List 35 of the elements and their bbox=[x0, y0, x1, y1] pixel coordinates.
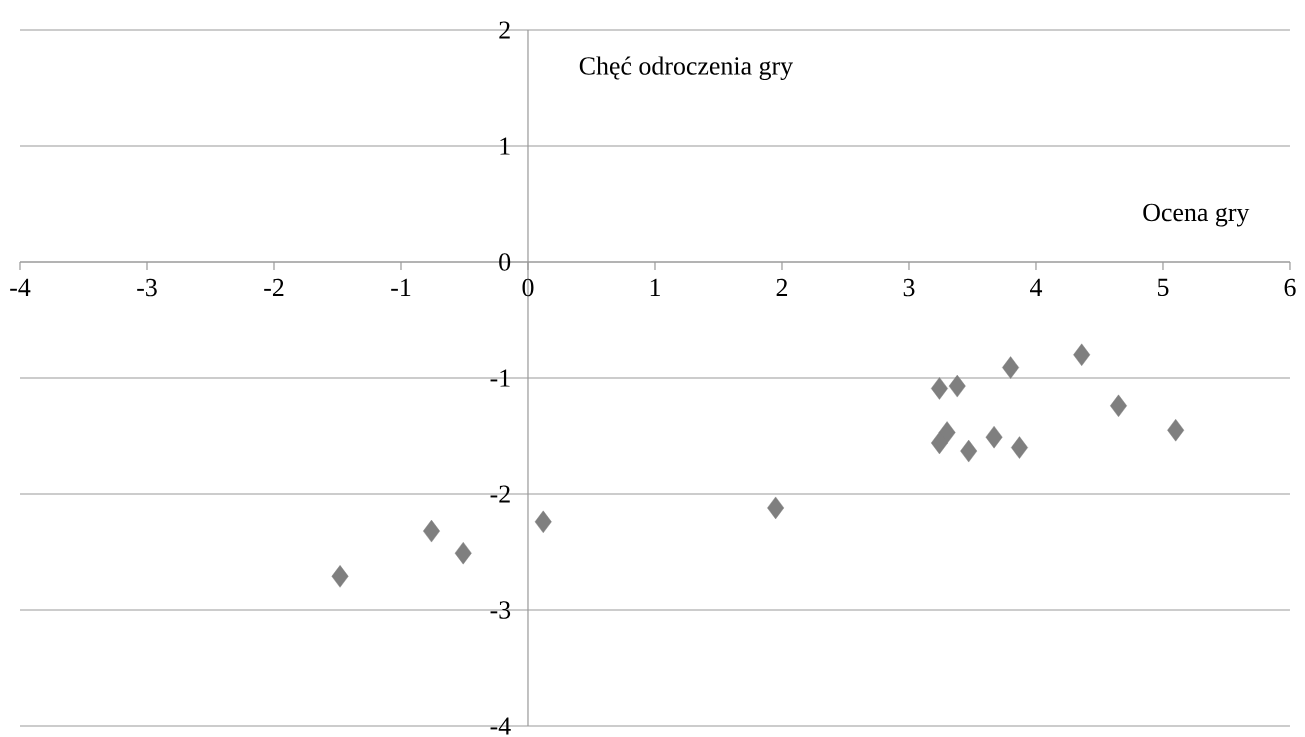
x-tick-label: 6 bbox=[1284, 278, 1296, 297]
x-tick-label: 0 bbox=[522, 278, 534, 297]
point bbox=[931, 377, 948, 400]
x-tick-label: -4 bbox=[10, 278, 31, 296]
x-tick-label: -1 bbox=[391, 278, 411, 296]
point bbox=[985, 425, 1003, 449]
point bbox=[960, 439, 978, 463]
x-tick-label: 3 bbox=[903, 278, 915, 297]
x-tick-label: -3 bbox=[137, 278, 157, 297]
y-tick-label: -2 bbox=[490, 485, 510, 503]
y-tick-label: -3 bbox=[490, 601, 511, 619]
x-tick-label: 2 bbox=[776, 278, 788, 296]
y-axis-title: Chęć odroczenia gry bbox=[579, 56, 793, 81]
y-tick-label: -4 bbox=[490, 717, 511, 735]
point bbox=[423, 519, 440, 543]
y-tick-label: 2 bbox=[499, 21, 510, 39]
x-tick-label: -2 bbox=[264, 278, 284, 296]
y-tick-label: -1 bbox=[490, 369, 510, 387]
point bbox=[331, 565, 349, 588]
x-axis-title: Ocena gry bbox=[1143, 203, 1250, 227]
point bbox=[1002, 356, 1020, 379]
y-tick-label: 0 bbox=[499, 253, 511, 271]
point bbox=[454, 541, 472, 565]
point bbox=[1110, 394, 1127, 418]
point bbox=[948, 374, 966, 398]
x-tick-label: 4 bbox=[1030, 278, 1043, 296]
point bbox=[1073, 343, 1091, 366]
point bbox=[1011, 436, 1028, 459]
point bbox=[1167, 419, 1185, 442]
point bbox=[534, 510, 552, 534]
x-tick-label: 5 bbox=[1158, 278, 1169, 297]
point bbox=[767, 496, 785, 520]
y-tick-label: 1 bbox=[500, 137, 510, 155]
point bbox=[931, 431, 948, 455]
x-tick-label: 1 bbox=[650, 278, 660, 296]
